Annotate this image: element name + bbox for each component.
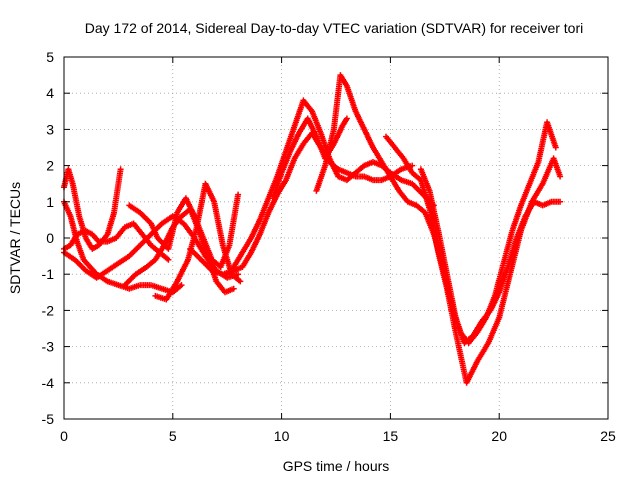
y-tick-label: -5 — [42, 411, 55, 427]
point-marks — [187, 130, 416, 278]
y-tick-label: 4 — [46, 85, 54, 101]
y-tick-label: 2 — [46, 158, 54, 174]
point-marks — [152, 180, 244, 303]
y-tick-label: -3 — [42, 339, 55, 355]
y-tick-label: -2 — [42, 302, 55, 318]
point-marks — [226, 97, 437, 278]
y-tick-label: -1 — [42, 266, 55, 282]
tick-labels: 0 5 10 15 20 25 -5 -4 -3 -2 -1 0 1 2 3 4 5 — [42, 49, 616, 444]
x-tick-label: 25 — [600, 428, 616, 444]
y-tick-label: -4 — [42, 375, 55, 391]
series-track-11 — [313, 72, 559, 346]
x-axis-title: GPS time / hours — [283, 458, 390, 474]
x-tick-label: 15 — [383, 428, 399, 444]
series-track-9 — [226, 97, 437, 278]
y-tick-label: 1 — [46, 194, 54, 210]
y-axis-title: SDTVAR / TECUs — [7, 182, 23, 294]
axis-ticks — [63, 56, 609, 420]
series-track-8 — [187, 130, 416, 278]
point-marks — [417, 166, 564, 346]
y-tick-label: 0 — [46, 230, 54, 246]
series-track-13 — [417, 166, 564, 346]
x-tick-label: 10 — [274, 428, 290, 444]
data-points — [61, 72, 564, 386]
point-marks — [313, 72, 559, 346]
x-tick-label: 0 — [60, 428, 68, 444]
series-track-7 — [152, 180, 244, 303]
y-tick-label: 3 — [46, 121, 54, 137]
x-tick-label: 5 — [169, 428, 177, 444]
chart-title: Day 172 of 2014, Sidereal Day-to-day VTE… — [85, 20, 584, 36]
x-tick-label: 20 — [491, 428, 507, 444]
y-tick-label: 5 — [46, 49, 54, 65]
